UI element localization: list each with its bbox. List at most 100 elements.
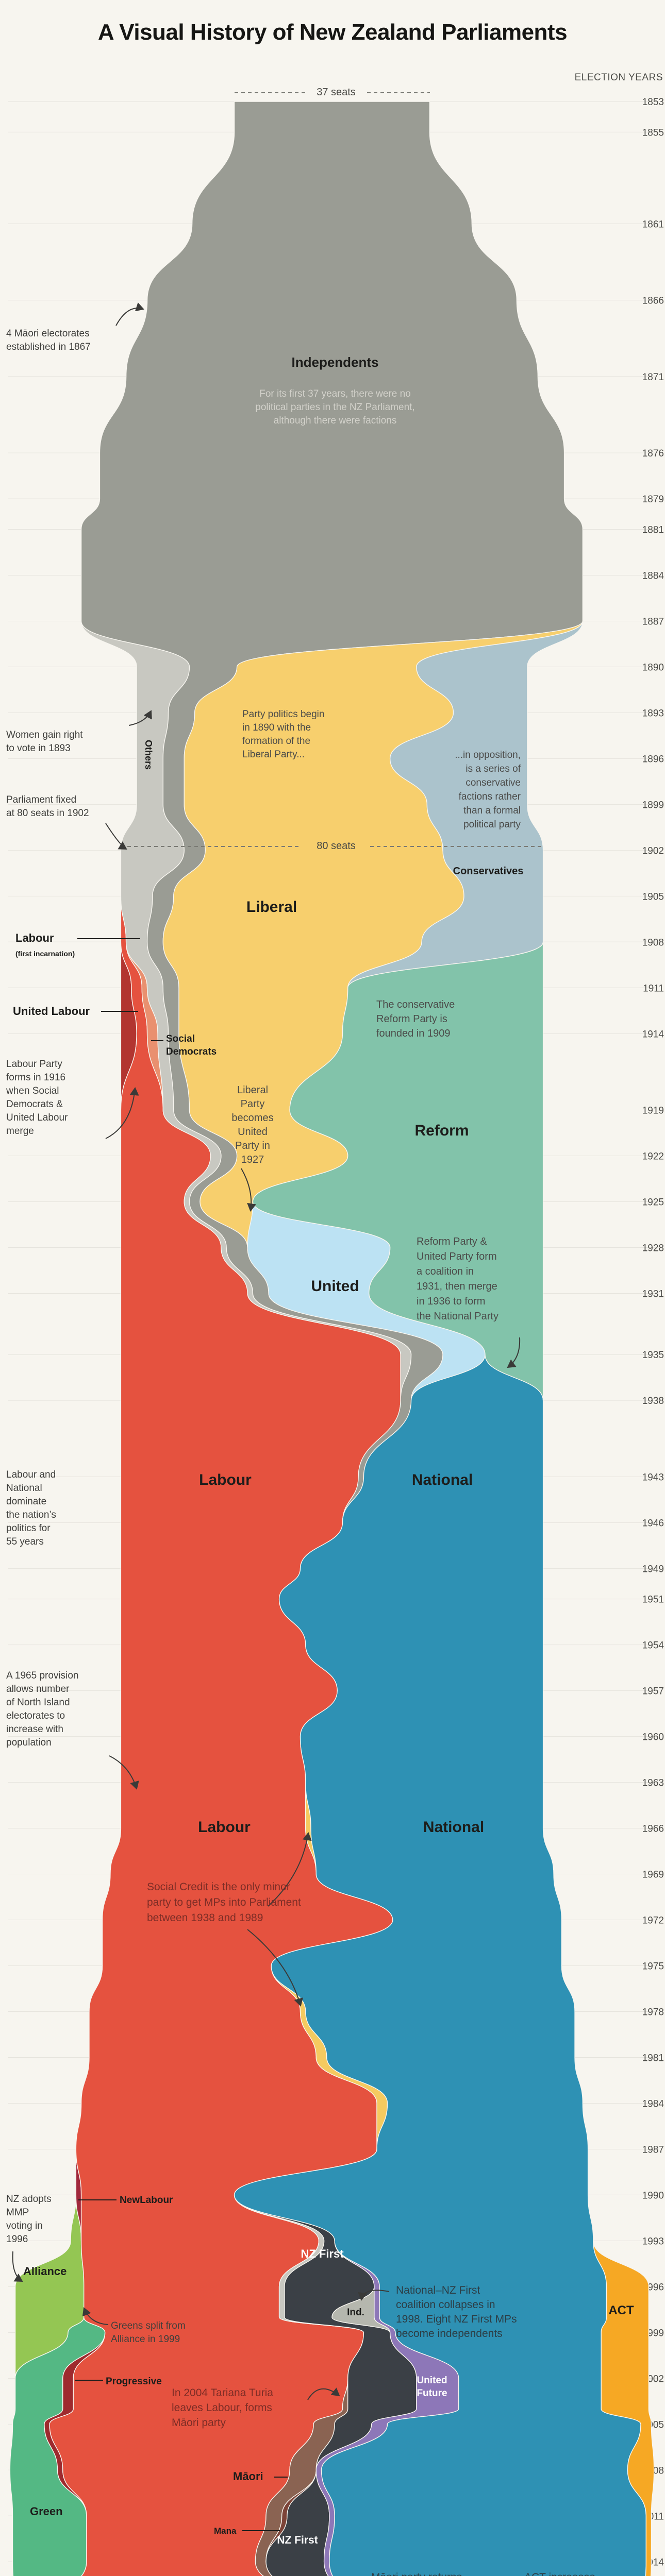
year-label-1896: 1896 (642, 754, 664, 765)
annotation-arrow (307, 2387, 340, 2400)
annotation-arrow (358, 2290, 390, 2301)
stream-national (234, 1354, 646, 2576)
annotation-alliance_label: Alliance (23, 2265, 67, 2278)
year-label-1911: 1911 (643, 983, 664, 994)
year-label-1855: 1855 (642, 127, 664, 138)
annotation-arrow (241, 1168, 256, 1212)
year-label-1984: 1984 (642, 2098, 664, 2109)
annotation-maori1867: 4 Māori electorates established in 1867 (6, 328, 91, 352)
annotation-arrow (105, 823, 127, 850)
year-label-1928: 1928 (642, 1243, 664, 1254)
annotation-socdem_label: Social Democrats (166, 1033, 217, 1057)
year-label-1963: 1963 (642, 1778, 664, 1789)
annotation-nzfirst_label_2: NZ First (277, 2534, 318, 2546)
annotation-united_labour: United Labour (13, 1005, 90, 1018)
annotation-act_increases: ACT increases number of MPs from one to … (524, 2570, 597, 2576)
annotation-arrow (12, 2251, 23, 2282)
annotation-greens_split: Greens split from Alliance in 1999 (111, 2320, 186, 2345)
page-title: A Visual History of New Zealand Parliame… (97, 20, 568, 45)
annotation-mana_label: Mana (214, 2526, 237, 2536)
year-label-1972: 1972 (642, 1916, 664, 1926)
year-label-1853: 1853 (642, 97, 664, 108)
annotation-liberal_united: Liberal Party becomes United Party in 19… (231, 1084, 274, 1165)
annotation-arrow (268, 1832, 312, 1907)
stream-reform (252, 941, 544, 1401)
election-years-header: ELECTION YEARS (574, 72, 663, 83)
annotation-women_vote: Women gain right to vote in 1893 (6, 730, 83, 754)
seat-ruler-37-label: 37 seats (317, 87, 356, 98)
annotation-arrow (105, 1087, 139, 1139)
year-label-1925: 1925 (642, 1197, 664, 1208)
year-label-1951: 1951 (642, 1595, 664, 1605)
annotation-national_label_1: National (411, 1471, 473, 1488)
year-label-1922: 1922 (642, 1151, 664, 1162)
year-label-1981: 1981 (642, 2053, 664, 2063)
annotation-nzfirst_label_1: NZ First (301, 2247, 344, 2260)
annotation-reform_label: Reform (414, 1122, 469, 1139)
year-label-1960: 1960 (642, 1732, 664, 1743)
annotation-labour_first: Labour (15, 931, 54, 944)
annotation-party_politics: Party politics begin in 1890 with the fo… (242, 709, 325, 760)
annotation-labour_first_sub: (first incarnation) (15, 950, 75, 958)
stream-conservatives (347, 620, 584, 988)
annotation-collapse: National–NZ First coalition collapses in… (396, 2284, 517, 2340)
annotation-labour_label_2: Labour (198, 1819, 251, 1836)
annotation-act_label: ACT (608, 2303, 634, 2317)
year-label-1861: 1861 (642, 219, 664, 230)
annotation-maori_returns: Māori party returns to Parliament with t… (371, 2570, 462, 2576)
year-label-1938: 1938 (642, 1396, 664, 1406)
annotation-first37: For its first 37 years, there were no po… (255, 388, 415, 426)
annotation-arrow (115, 302, 144, 326)
annotation-others_label: Others (143, 739, 154, 770)
annotation-arrow (82, 2307, 109, 2325)
annotation-newlabour_label: NewLabour (120, 2195, 173, 2206)
year-label-1871: 1871 (642, 372, 664, 383)
annotation-conservatives_label: Conservatives (453, 866, 524, 877)
annotation-mmp: NZ adopts MMP voting in 1996 (6, 2194, 52, 2245)
annotation-arrow (128, 710, 152, 726)
year-label-1899: 1899 (642, 800, 664, 810)
year-label-1890: 1890 (642, 662, 664, 673)
year-label-1866: 1866 (642, 296, 664, 307)
annotation-opposition: ...in opposition, is a series of conserv… (455, 750, 521, 830)
annotation-labour_forms: Labour Party forms in 1916 when Social D… (6, 1059, 68, 1137)
annotation-maori_label: Māori (233, 2470, 263, 2483)
annotation-ind_label: Ind. (347, 2307, 364, 2318)
year-label-1902: 1902 (642, 845, 664, 856)
annotation-arrow (109, 1755, 139, 1790)
year-label-1893: 1893 (642, 708, 664, 719)
seat-ruler-80-label: 80 seats (317, 840, 356, 852)
year-label-1914: 1914 (642, 1029, 664, 1040)
year-label-1987: 1987 (642, 2144, 664, 2155)
annotation-labour_label_1: Labour (199, 1471, 252, 1488)
year-label-1969: 1969 (642, 1870, 664, 1880)
year-label-1993: 1993 (642, 2236, 664, 2247)
year-label-1954: 1954 (642, 1640, 664, 1651)
year-label-1946: 1946 (642, 1518, 664, 1529)
annotation-progressive_label: Progressive (106, 2376, 162, 2387)
year-label-1978: 1978 (642, 2007, 664, 2018)
annotation-unitedfuture_label: United Future (417, 2375, 447, 2399)
annotation-independents_label: Independents (291, 354, 379, 370)
year-label-1975: 1975 (642, 1961, 664, 1972)
year-label-1966: 1966 (642, 1824, 664, 1835)
year-label-1990: 1990 (642, 2190, 664, 2201)
annotation-green_label: Green (30, 2505, 63, 2518)
year-label-1919: 1919 (642, 1106, 664, 1116)
annotation-reform1909: The conservative Reform Party is founded… (376, 999, 455, 1039)
year-label-1879: 1879 (642, 494, 664, 505)
annotation-provision1965: A 1965 provision allows number of North … (6, 1670, 79, 1748)
annotation-dominate: Labour and National dominate the nation’… (6, 1469, 56, 1547)
year-label-1935: 1935 (642, 1350, 664, 1361)
annotation-liberal_label: Liberal (246, 899, 297, 916)
annotation-arrow (507, 1337, 521, 1368)
stream-act (593, 2240, 655, 2576)
year-label-1957: 1957 (642, 1686, 664, 1697)
annotation-parliament80: Parliament fixed at 80 seats in 1902 (6, 794, 89, 819)
year-label-1949: 1949 (642, 1564, 664, 1574)
year-label-1931: 1931 (642, 1289, 664, 1299)
annotation-united_label: United (311, 1278, 359, 1295)
annotation-arrow (247, 1929, 303, 2007)
